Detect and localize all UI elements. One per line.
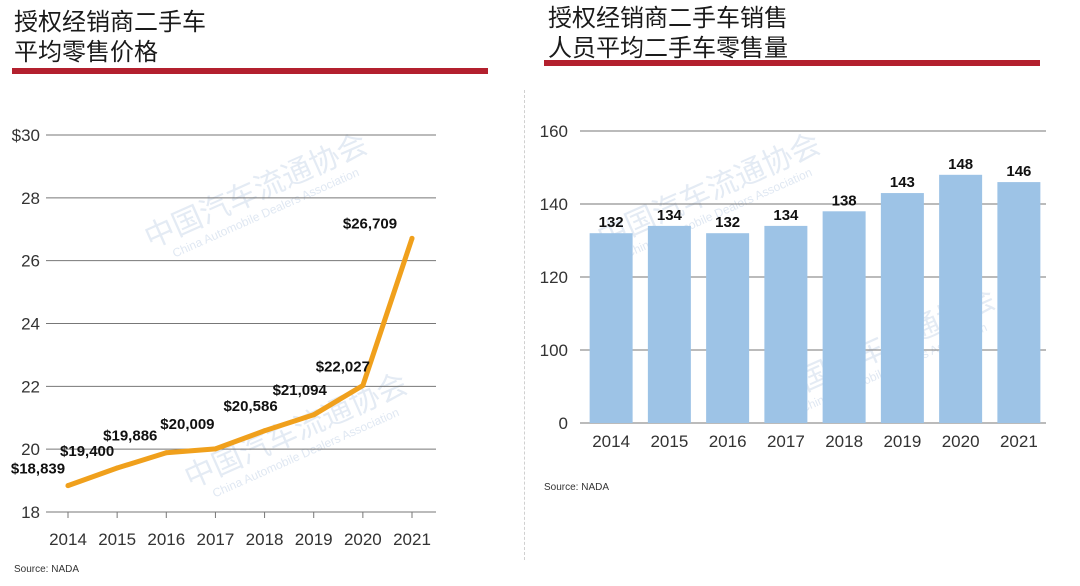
x-tick-label: 2019 bbox=[883, 432, 921, 451]
bar-data-label-2014: 132 bbox=[599, 214, 624, 231]
bar-data-label-2021: 146 bbox=[1006, 163, 1031, 180]
price-data-label-2019: $21,094 bbox=[273, 382, 328, 399]
x-tick-label: 2017 bbox=[197, 530, 235, 549]
y-tick-label: 22 bbox=[21, 377, 40, 396]
x-tick-label: 2016 bbox=[147, 530, 185, 549]
bar-data-label-2016: 132 bbox=[715, 214, 740, 231]
price-chart-title-rule bbox=[12, 68, 488, 74]
panel-divider bbox=[524, 90, 525, 560]
bar-2014 bbox=[589, 233, 633, 423]
y-tick-label: 20 bbox=[21, 440, 40, 459]
x-tick-label: 2019 bbox=[295, 530, 333, 549]
price-chart-panel: 授权经销商二手车 平均零售价格 中国汽车流通协会 China Automobile… bbox=[0, 0, 520, 586]
price-data-label-2016: $19,886 bbox=[103, 428, 157, 445]
bar-data-label-2017: 134 bbox=[773, 207, 799, 224]
y-tick-label: 28 bbox=[21, 189, 40, 208]
x-tick-label: 2021 bbox=[393, 530, 431, 549]
bar-2018 bbox=[822, 211, 866, 423]
bar-data-label-2019: 143 bbox=[890, 174, 915, 191]
y-tick-label: 100 bbox=[540, 341, 568, 360]
watermark-top-text: 中国汽车流通协会 bbox=[139, 127, 372, 257]
bar-2015 bbox=[647, 225, 691, 423]
x-tick-label: 2021 bbox=[1000, 432, 1038, 451]
price-data-label-2014: $18,839 bbox=[11, 461, 65, 478]
price-chart-title: 授权经销商二手车 平均零售价格 bbox=[14, 9, 206, 66]
price-series-line bbox=[65, 235, 415, 489]
price-point-2019 bbox=[311, 412, 317, 418]
bar-2016 bbox=[706, 233, 750, 423]
price-point-2015 bbox=[114, 465, 120, 471]
x-tick-label: 2015 bbox=[650, 432, 688, 451]
y-tick-label: 120 bbox=[540, 268, 568, 287]
bar-data-label-2015: 134 bbox=[657, 207, 683, 224]
price-data-label-2015: $19,400 bbox=[60, 443, 114, 460]
price-data-label-2018: $20,586 bbox=[223, 398, 277, 415]
volume-chart-title-rule bbox=[544, 60, 1040, 66]
x-tick-label: 2014 bbox=[592, 432, 630, 451]
price-point-2018 bbox=[262, 428, 268, 434]
price-point-2014 bbox=[65, 483, 71, 489]
volume-chart-panel: 授权经销商二手车销售 人员平均二手车零售量 中国汽车流通协会 China Auto… bbox=[528, 0, 1080, 586]
bar-2020 bbox=[939, 174, 983, 423]
price-point-2021 bbox=[409, 235, 415, 241]
x-tick-label: 2017 bbox=[767, 432, 805, 451]
price-data-label-2017: $20,009 bbox=[160, 416, 214, 433]
y-tick-label: 18 bbox=[21, 503, 40, 522]
price-point-2017 bbox=[212, 446, 218, 452]
bar-2021 bbox=[997, 182, 1041, 423]
price-chart-source: Source: NADA bbox=[14, 564, 80, 575]
bar-2017 bbox=[764, 225, 808, 423]
bar-2019 bbox=[880, 193, 924, 423]
y-tick-label: 140 bbox=[540, 195, 568, 214]
bar-data-label-2018: 138 bbox=[832, 192, 857, 209]
y-tick-label: 24 bbox=[21, 315, 40, 334]
x-tick-label: 2018 bbox=[246, 530, 284, 549]
x-tick-label: 2016 bbox=[709, 432, 747, 451]
x-tick-label: 2020 bbox=[344, 530, 382, 549]
y-tick-label: $30 bbox=[12, 126, 40, 145]
price-point-2020 bbox=[360, 382, 366, 388]
price-data-label-2021: $26,709 bbox=[343, 215, 397, 232]
x-tick-label: 2015 bbox=[98, 530, 136, 549]
bar-data-label-2020: 148 bbox=[948, 156, 973, 173]
volume-chart-title: 授权经销商二手车销售 人员平均二手车零售量 bbox=[548, 5, 788, 62]
y-tick-label: 26 bbox=[21, 252, 40, 271]
x-tick-label: 2014 bbox=[49, 530, 87, 549]
price-data-label-2020: $22,027 bbox=[316, 358, 370, 375]
volume-chart-source: Source: NADA bbox=[544, 482, 610, 493]
y-tick-label: 0 bbox=[559, 414, 568, 433]
x-tick-label: 2018 bbox=[825, 432, 863, 451]
price-point-2016 bbox=[163, 450, 169, 456]
y-tick-label: 160 bbox=[540, 122, 568, 141]
x-tick-label: 2020 bbox=[942, 432, 980, 451]
